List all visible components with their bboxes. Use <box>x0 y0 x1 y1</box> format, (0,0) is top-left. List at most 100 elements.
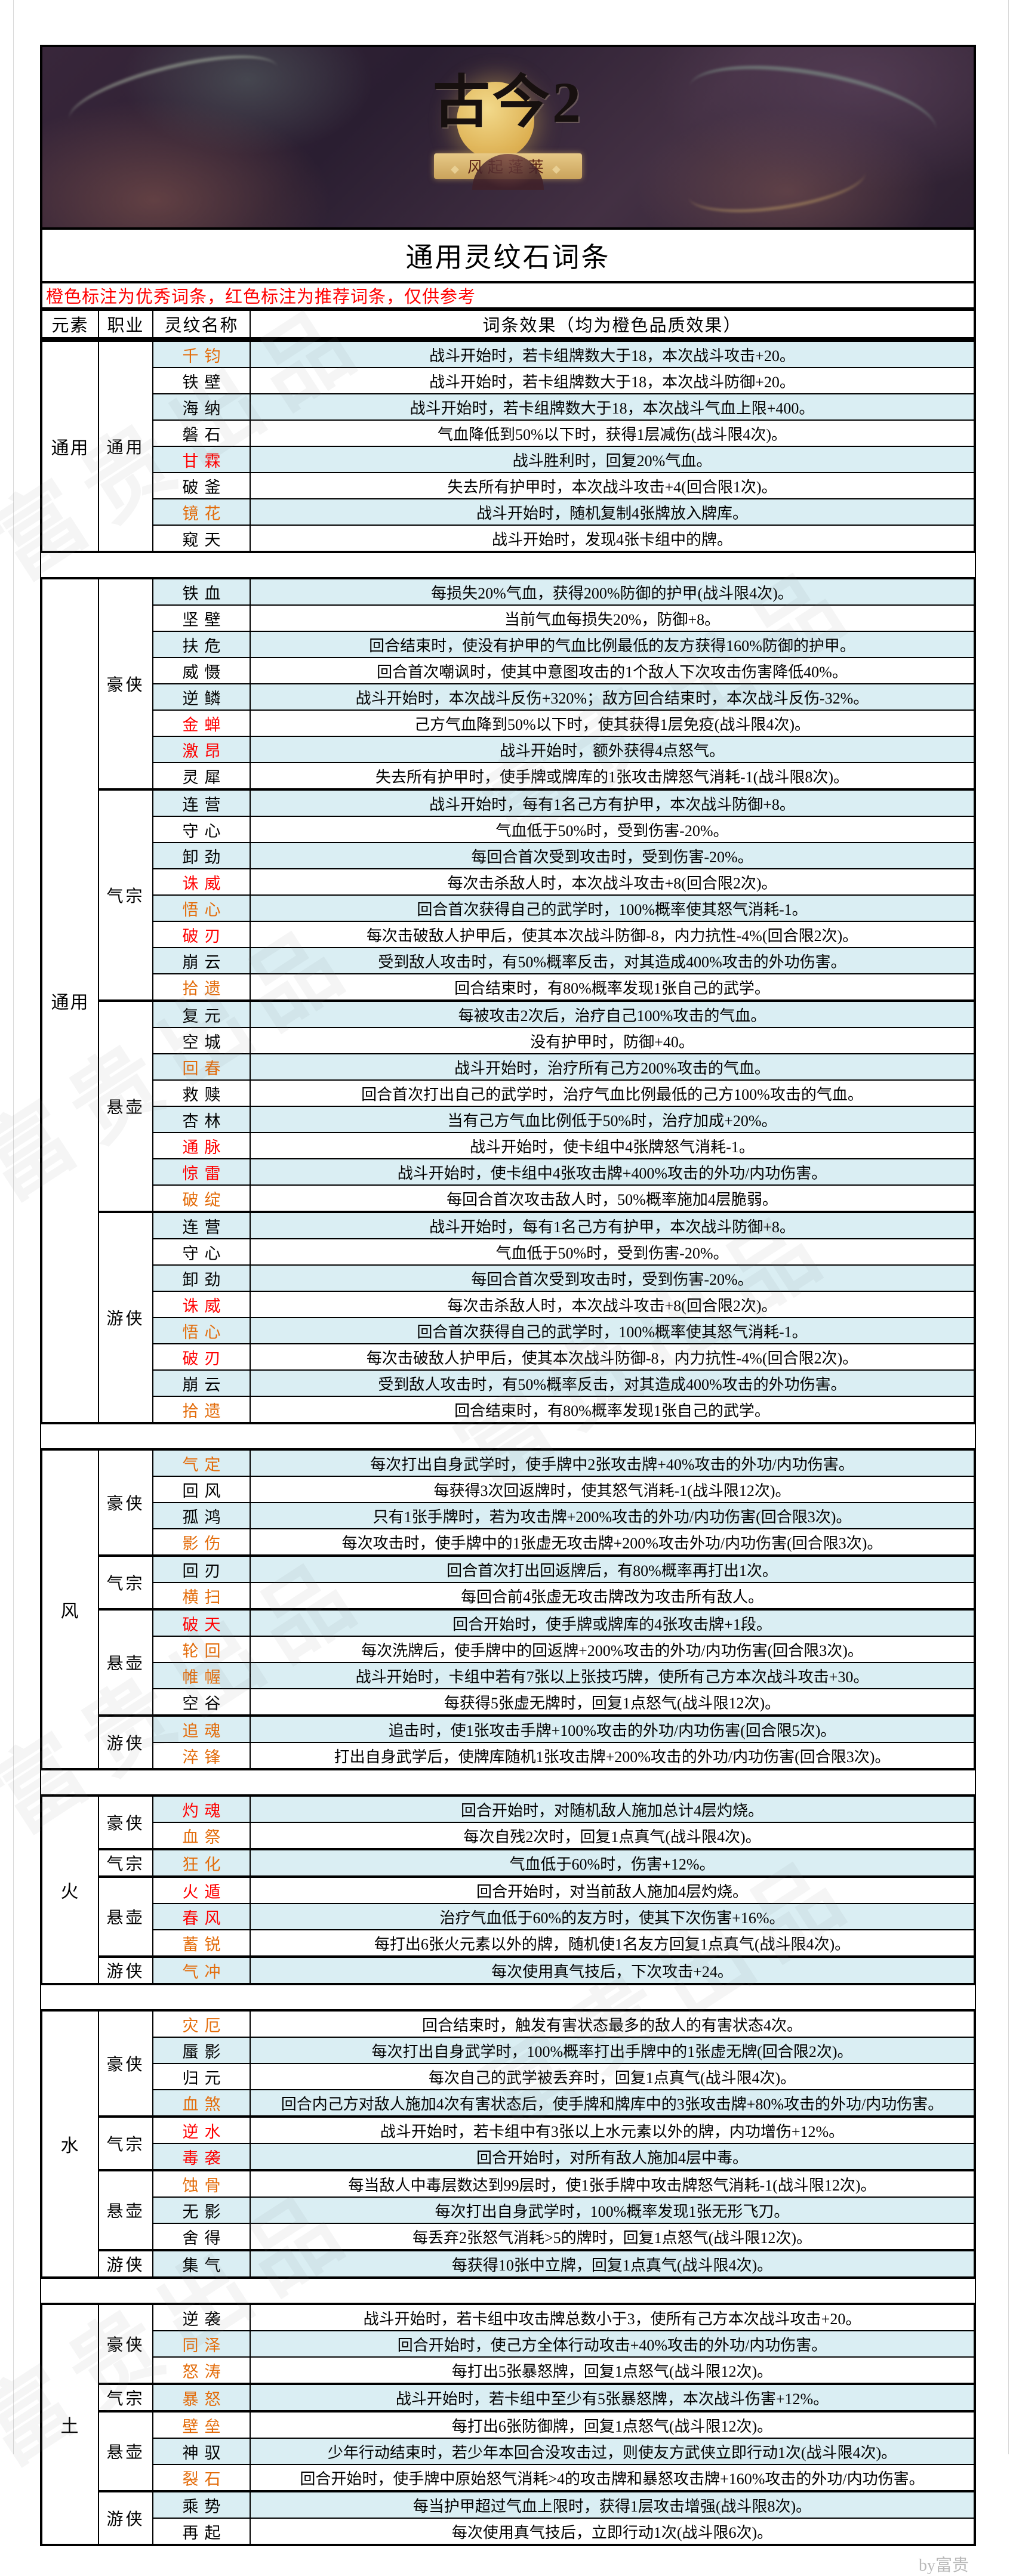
effect-cell: 回合结束时，有80%概率发现1张自己的武学。 <box>250 1396 975 1424</box>
table-row: 悟心 回合首次获得自己的武学时，100%概率使其怒气消耗-1。 <box>41 1317 975 1344</box>
table-row: 春风 治疗气血低于60%的友方时，使其下次伤害+16%。 <box>41 1903 975 1930</box>
pattern-name-cell: 窥天 <box>152 525 251 553</box>
effect-cell: 每次击杀敌人时，本次战斗攻击+8(回合限2次)。 <box>250 868 975 896</box>
game-logo-title: 古今2 <box>433 70 583 134</box>
table-row: 回风 每获得3次回返牌时，使其怒气消耗-1(战斗限12次)。 <box>41 1476 975 1503</box>
table-row: 游侠 追魂 追击时，使1张攻击手牌+100%攻击的外功/内功伤害(回合限5次)。 <box>41 1714 975 1770</box>
pattern-name-cell: 金蝉 <box>152 709 251 737</box>
table-row: 救赎 回合首次打出自己的武学时，治疗气血比例最低的己方100%攻击的气血。 <box>41 1079 975 1107</box>
table-row: 甘霖 战斗胜利时，回复20%气血。 <box>41 446 975 473</box>
pattern-name-cell: 灼魂 <box>152 1795 251 1823</box>
pattern-name-cell: 空城 <box>152 1027 251 1054</box>
guide-sheet: 古今2 ◆风起蓬莱◆ 通用灵纹石词条 橙色标注为优秀词条，红色标注为推荐词条，仅… <box>40 45 976 2576</box>
section-table: 土豪侠 逆袭 战斗开始时，若卡组中攻击牌总数小于3，使所有己方本次战斗攻击+20。同… <box>40 2303 976 2546</box>
pattern-name-cell: 横扫 <box>152 1582 251 1610</box>
table-row: 游侠 连营 战斗开始时，每有1名己方有护甲，本次战斗防御+8。 <box>41 1211 975 1424</box>
section-gap <box>40 553 976 577</box>
pattern-name-cell: 连营 <box>152 1211 251 1239</box>
pattern-name-cell: 复元 <box>152 999 251 1028</box>
class-cell: 气宗 <box>98 2383 153 2412</box>
effect-cell: 每回合首次受到攻击时，受到伤害-20%。 <box>250 1264 975 1292</box>
table-row: 孤鸿 只有1张手牌时，若为攻击牌+200%攻击的外功/内功伤害(回合限3次)。 <box>41 1502 975 1529</box>
pattern-name-cell: 回春 <box>152 1053 251 1081</box>
section-gap <box>40 1424 976 1448</box>
effect-cell: 每获得3次回返牌时，使其怒气消耗-1(战斗限12次)。 <box>250 1476 975 1503</box>
effect-cell: 回合开始时，对当前敌人施加4层灼烧。 <box>250 1875 975 1904</box>
section-table: 风豪侠 气定 每次打出自身武学时，使手牌中2张攻击牌+40%攻击的外功/内功伤害。回… <box>40 1448 976 1770</box>
effect-cell: 少年行动结束时，若少年本回合没攻击过，则使友方武侠立即行动1次(战斗限4次)。 <box>250 2438 975 2465</box>
table-row: 灵犀 失去所有护甲时，使手牌或牌库的1张攻击牌怒气消耗-1(战斗限8次)。 <box>41 762 975 790</box>
effect-cell: 战斗胜利时，回复20%气血。 <box>250 446 975 473</box>
table-row: 火豪侠 灼魂 回合开始时，对随机敌人施加总计4层灼烧。 <box>41 1795 975 1985</box>
effect-cell: 每打出6张防御牌，回复1点怒气(战斗限12次)。 <box>250 2410 975 2439</box>
legend-note-bar: 橙色标注为优秀词条，红色标注为推荐词条，仅供参考 <box>40 283 976 310</box>
pattern-name-cell: 集气 <box>152 2249 251 2278</box>
pattern-name-cell: 守心 <box>152 1238 251 1266</box>
table-row: 崩云 受到敌人攻击时，有50%概率反击，对其造成400%攻击的外功伤害。 <box>41 1369 975 1397</box>
pattern-name-cell: 裂石 <box>152 2464 251 2492</box>
class-cell: 游侠 <box>98 2490 153 2546</box>
pattern-name-cell: 通脉 <box>152 1132 251 1159</box>
effect-cell: 每当护甲超过气血上限时，获得1层攻击增强(战斗限8次)。 <box>250 2490 975 2519</box>
table-row: 金蝉 己方气血降到50%以下时，使其获得1层免疫(战斗限4次)。 <box>41 709 975 737</box>
table-row: 逆鳞 战斗开始时，本次战斗反伤+320%；敌方回合结束时，本次战斗反伤-32%。 <box>41 683 975 711</box>
class-cell: 豪侠 <box>98 2303 153 2384</box>
table-row: 守心 气血低于50%时，受到伤害-20%。 <box>41 816 975 843</box>
class-cell: 悬壶 <box>98 999 153 1213</box>
table-row: 游侠 乘势 每当护甲超过气血上限时，获得1层攻击增强(战斗限8次)。 <box>41 2490 975 2546</box>
pattern-name-cell: 火遁 <box>152 1875 251 1904</box>
effect-cell: 每次使用真气技后，立即行动1次(战斗限6次)。 <box>250 2518 975 2546</box>
pattern-name-cell: 甘霖 <box>152 446 251 473</box>
table-row: 气宗 回刃 回合首次打出回返牌后，有80%概率再打出1次。 <box>41 1554 975 1610</box>
table-row: 风豪侠 气定 每次打出自身武学时，使手牌中2张攻击牌+40%攻击的外功/内功伤害。 <box>41 1449 975 1770</box>
effect-cell: 每获得10张中立牌，回复1点真气(战斗限4次)。 <box>250 2249 975 2278</box>
column-header-class: 职业 <box>98 310 153 339</box>
section-gap <box>40 1985 976 2009</box>
effect-cell: 当有己方气血比例低于50%时，治疗加成+20%。 <box>250 1106 975 1133</box>
pattern-name-cell: 回刃 <box>152 1554 251 1583</box>
table-row: 破釜 失去所有护甲时，本次战斗攻击+4(回合限1次)。 <box>41 472 975 499</box>
effect-cell: 每当敌人中毒层数达到99层时，使1张手牌中攻击牌怒气消耗-1(战斗限12次)。 <box>250 2169 975 2198</box>
class-cell: 游侠 <box>98 1955 153 1985</box>
pattern-name-cell: 灵犀 <box>152 762 251 790</box>
element-cell: 通用 <box>41 578 99 1424</box>
effect-cell: 每丢弃2张怒气消耗>5的牌时，回复1点怒气(战斗限12次)。 <box>250 2223 975 2251</box>
table-row: 轮回 每次洗牌后，使手牌中的回返牌+200%攻击的外功/内功伤害(回合限3次)。 <box>41 1636 975 1663</box>
class-cell: 豪侠 <box>98 578 153 790</box>
effect-cell: 战斗开始时，额外获得4点怒气。 <box>250 736 975 763</box>
effect-cell: 每次自残2次时，回复1点真气(战斗限4次)。 <box>250 1822 975 1850</box>
table-row: 悬壶 壁垒 每打出6张防御牌，回复1点怒气(战斗限12次)。 <box>41 2410 975 2492</box>
pattern-name-cell: 诛威 <box>152 1291 251 1318</box>
table-blocks: 通用 通用 千钧 战斗开始时，若卡组牌数大于18，本次战斗攻击+20。 铁壁 战斗开始时，… <box>40 340 976 2546</box>
table-row: 破刃 每次击破敌人护甲后，使其本次战斗防御-8，内力抗性-4%(回合限2次)。 <box>41 921 975 948</box>
pattern-name-cell: 淬锋 <box>152 1742 251 1770</box>
class-cell: 游侠 <box>98 1714 153 1770</box>
table-row: 归元 每次自己的武学被丢弃时，回复1点真气(战斗限4次)。 <box>41 2063 975 2090</box>
pattern-name-cell: 逆鳞 <box>152 683 251 711</box>
effect-cell: 战斗开始时，若卡组中至少有5张暴怒牌，本次战斗伤害+12%。 <box>250 2383 975 2412</box>
table-row: 同泽 回合开始时，使己方全体行动攻击+40%攻击的外功/内功伤害。 <box>41 2330 975 2358</box>
table-row: 无影 每次打出自身武学时，100%概率发现1张无形飞刀。 <box>41 2196 975 2224</box>
table-row: 横扫 每回合前4张虚无攻击牌改为攻击所有敌人。 <box>41 1582 975 1610</box>
table-row: 血煞 回合内己方对敌人施加4次有害状态后，使手牌和牌库中的3张攻击牌+80%攻击的… <box>41 2089 975 2117</box>
pattern-name-cell: 悟心 <box>152 1317 251 1344</box>
pattern-name-cell: 卸劲 <box>152 842 251 869</box>
element-cell: 通用 <box>41 340 99 553</box>
pattern-name-cell: 暴怒 <box>152 2383 251 2412</box>
table-row: 诛威 每次击杀敌人时，本次战斗攻击+8(回合限2次)。 <box>41 1291 975 1318</box>
table-row: 帷幄 战斗开始时，卡组中若有7张以上张技巧牌，使所有己方本次战斗攻击+30。 <box>41 1662 975 1689</box>
pattern-name-cell: 坚壁 <box>152 604 251 632</box>
effect-cell: 失去所有护甲时，使手牌或牌库的1张攻击牌怒气消耗-1(战斗限8次)。 <box>250 762 975 790</box>
author-credit: by富贵 <box>918 2556 969 2575</box>
effect-cell: 回合首次获得自己的武学时，100%概率使其怒气消耗-1。 <box>250 1317 975 1344</box>
element-cell: 火 <box>41 1795 99 1985</box>
effect-cell: 没有护甲时，防御+40。 <box>250 1027 975 1054</box>
section-gap <box>40 1770 976 1794</box>
table-row: 威慑 回合首次嘲讽时，使其中意图攻击的1个敌人下次攻击伤害降低40%。 <box>41 657 975 684</box>
column-header-effect: 词条效果（均为橙色品质效果） <box>250 310 975 339</box>
class-cell: 悬壶 <box>98 2169 153 2251</box>
pattern-name-cell: 惊雷 <box>152 1158 251 1186</box>
table-row: 杏林 当有己方气血比例低于50%时，治疗加成+20%。 <box>41 1106 975 1133</box>
pattern-name-cell: 无影 <box>152 2196 251 2224</box>
table-row: 裂石 回合开始时，使手牌中原始怒气消耗>4的攻击牌和暴怒攻击牌+160%攻击的外功… <box>41 2464 975 2492</box>
